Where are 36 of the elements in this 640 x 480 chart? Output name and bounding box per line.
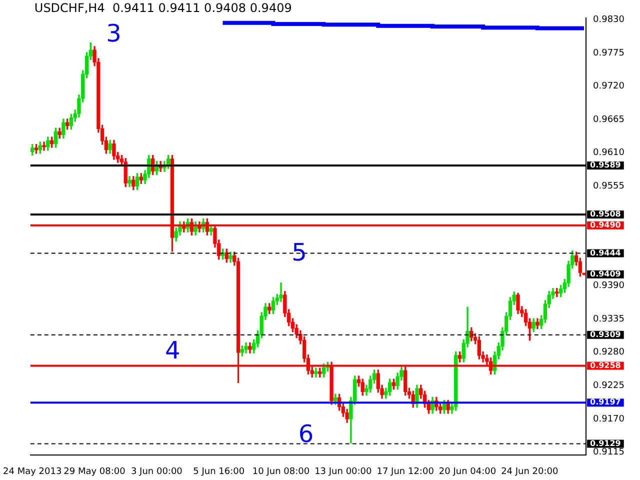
ref-line-label: 0.9197 xyxy=(590,398,621,407)
y-tick-label: 0.9610 xyxy=(593,148,625,158)
y-tick-label: 0.9390 xyxy=(593,281,625,292)
x-tick-label: 10 Jun 08:00 xyxy=(252,466,310,477)
ref-line-label: 0.9444 xyxy=(590,248,622,258)
x-tick-label: 5 Jun 16:00 xyxy=(193,466,245,477)
ref-line-label: 0.9589 xyxy=(590,160,622,170)
ref-line-label: 0.9309 xyxy=(590,330,622,339)
x-tick-label: 20 Jun 04:00 xyxy=(438,466,496,477)
y-tick-label: 0.9335 xyxy=(593,314,624,324)
annotation: 5 xyxy=(292,238,307,266)
annotation: 3 xyxy=(106,20,122,48)
y-tick-label: 0.9720 xyxy=(593,82,625,92)
ref-line-label: 0.9129 xyxy=(590,438,622,448)
y-tick-label: 0.9665 xyxy=(593,114,624,125)
x-tick-label: 29 May 08:00 xyxy=(64,466,126,477)
ref-line-label: 0.9258 xyxy=(590,360,622,370)
y-tick-label: 0.9280 xyxy=(593,348,625,358)
x-tick-label: 13 Jun 00:00 xyxy=(314,466,372,477)
x-tick-label: 24 May 2013 xyxy=(3,466,62,477)
ref-line-label: 0.9490 xyxy=(590,220,622,230)
y-tick-label: 0.9555 xyxy=(593,181,624,192)
annotation: 6 xyxy=(298,420,314,448)
text: 0.9409 xyxy=(590,269,622,278)
y-tick-label: 0.9775 xyxy=(593,48,624,58)
y-tick-label: 0.9225 xyxy=(593,381,624,392)
x-tick-label: 24 Jun 20:00 xyxy=(501,466,559,477)
y-tick-label: 0.9170 xyxy=(593,414,625,424)
annotation: 4 xyxy=(165,336,180,365)
x-tick-label: 3 Jun 00:00 xyxy=(130,466,183,477)
chart-title: USDCHF,H4 0.9411 0.9411 0.9408 0.9409 xyxy=(34,1,292,16)
ref-line-label: 0.9508 xyxy=(590,210,622,219)
y-tick-label: 0.9830 xyxy=(593,15,625,26)
y-tick-label: 0.9115 xyxy=(593,448,624,458)
candlestick xyxy=(279,282,283,302)
x-tick-label: 17 Jun 12:00 xyxy=(376,466,434,477)
